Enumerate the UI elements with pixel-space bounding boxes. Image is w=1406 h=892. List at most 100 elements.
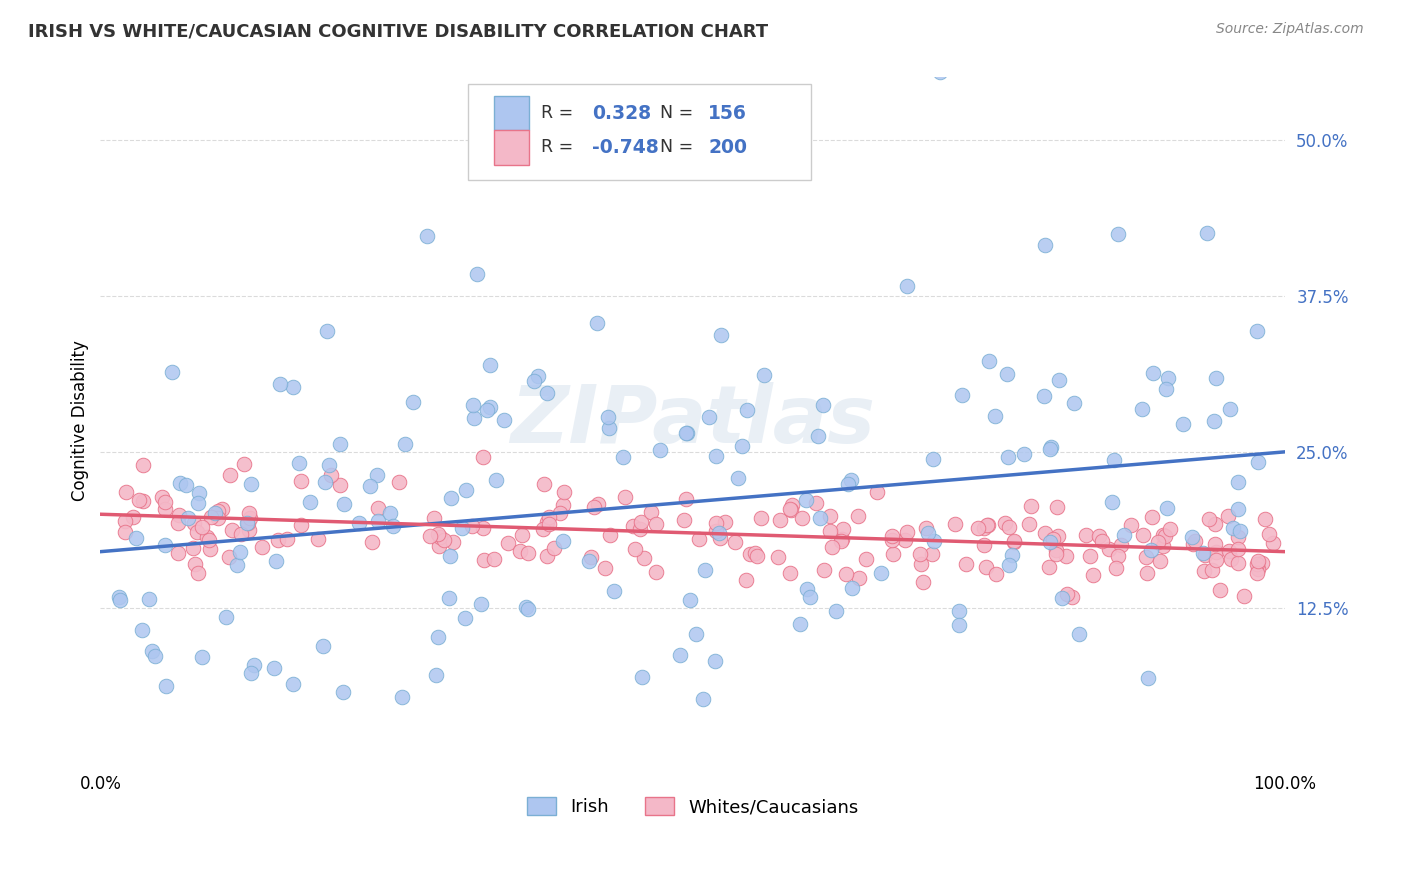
Point	[995, 367, 1018, 381]
Point	[531, 522, 554, 536]
Point	[1063, 396, 1085, 410]
Point	[598, 421, 620, 435]
Point	[779, 503, 801, 517]
Point	[229, 545, 252, 559]
Point	[744, 546, 766, 560]
Point	[153, 495, 176, 509]
Point	[221, 524, 243, 538]
Point	[429, 539, 451, 553]
Point	[1056, 587, 1078, 601]
Point	[825, 604, 848, 618]
Point	[1205, 553, 1227, 567]
Point	[359, 479, 381, 493]
Legend: Irish, Whites/Caucasians: Irish, Whites/Caucasians	[520, 789, 866, 823]
Point	[250, 541, 273, 555]
Point	[218, 549, 240, 564]
Point	[1254, 511, 1277, 525]
Point	[416, 228, 439, 243]
Point	[204, 506, 226, 520]
Point	[880, 533, 903, 548]
Point	[922, 451, 945, 466]
Point	[1246, 566, 1268, 581]
Point	[388, 475, 411, 489]
Point	[128, 493, 150, 508]
Point	[419, 529, 441, 543]
Point	[347, 516, 370, 530]
Point	[187, 486, 209, 500]
Point	[1038, 560, 1060, 574]
Point	[894, 533, 917, 548]
Point	[621, 519, 644, 533]
Point	[1152, 528, 1174, 542]
Point	[950, 388, 973, 402]
Point	[692, 692, 714, 706]
Point	[1159, 522, 1181, 536]
Point	[831, 532, 853, 546]
Point	[401, 395, 423, 409]
Point	[974, 559, 997, 574]
Point	[132, 494, 155, 508]
Point	[553, 533, 575, 548]
Point	[714, 515, 737, 529]
Point	[709, 532, 731, 546]
Point	[485, 473, 508, 487]
Point	[332, 685, 354, 699]
Point	[460, 518, 482, 533]
Point	[512, 528, 534, 542]
Point	[312, 639, 335, 653]
Point	[796, 582, 818, 596]
Point	[380, 507, 402, 521]
Point	[290, 474, 312, 488]
Point	[125, 531, 148, 545]
Point	[191, 519, 214, 533]
Point	[908, 547, 931, 561]
Text: -0.748: -0.748	[592, 138, 659, 157]
Point	[1232, 589, 1254, 603]
Point	[943, 516, 966, 531]
Point	[141, 643, 163, 657]
Point	[997, 450, 1019, 464]
Point	[749, 511, 772, 525]
Y-axis label: Cognitive Disability: Cognitive Disability	[72, 340, 89, 501]
Point	[231, 526, 253, 541]
Point	[1107, 227, 1129, 241]
Point	[1201, 563, 1223, 577]
Point	[973, 537, 995, 551]
Point	[1136, 566, 1159, 580]
Point	[1194, 548, 1216, 562]
Point	[628, 522, 651, 536]
Point	[835, 566, 858, 581]
Point	[138, 592, 160, 607]
Point	[153, 538, 176, 552]
Point	[243, 658, 266, 673]
Point	[766, 550, 789, 565]
Point	[1002, 535, 1025, 549]
Point	[585, 316, 607, 330]
Point	[731, 439, 754, 453]
Point	[880, 529, 903, 543]
Point	[848, 571, 870, 585]
Point	[153, 501, 176, 516]
Point	[1109, 538, 1132, 552]
Point	[1247, 554, 1270, 568]
Point	[211, 502, 233, 516]
Point	[367, 501, 389, 516]
Point	[1209, 582, 1232, 597]
Point	[910, 557, 932, 571]
Point	[425, 668, 447, 682]
Point	[1147, 535, 1170, 549]
Point	[735, 403, 758, 417]
Point	[318, 458, 340, 472]
Point	[536, 515, 558, 529]
Point	[538, 510, 561, 524]
Point	[1246, 324, 1268, 338]
Text: N =: N =	[659, 104, 699, 122]
Point	[240, 665, 263, 680]
Point	[1204, 517, 1226, 532]
Point	[465, 268, 488, 282]
Point	[830, 534, 852, 549]
Point	[986, 566, 1008, 581]
Point	[131, 623, 153, 637]
Point	[688, 533, 710, 547]
Point	[1039, 440, 1062, 454]
